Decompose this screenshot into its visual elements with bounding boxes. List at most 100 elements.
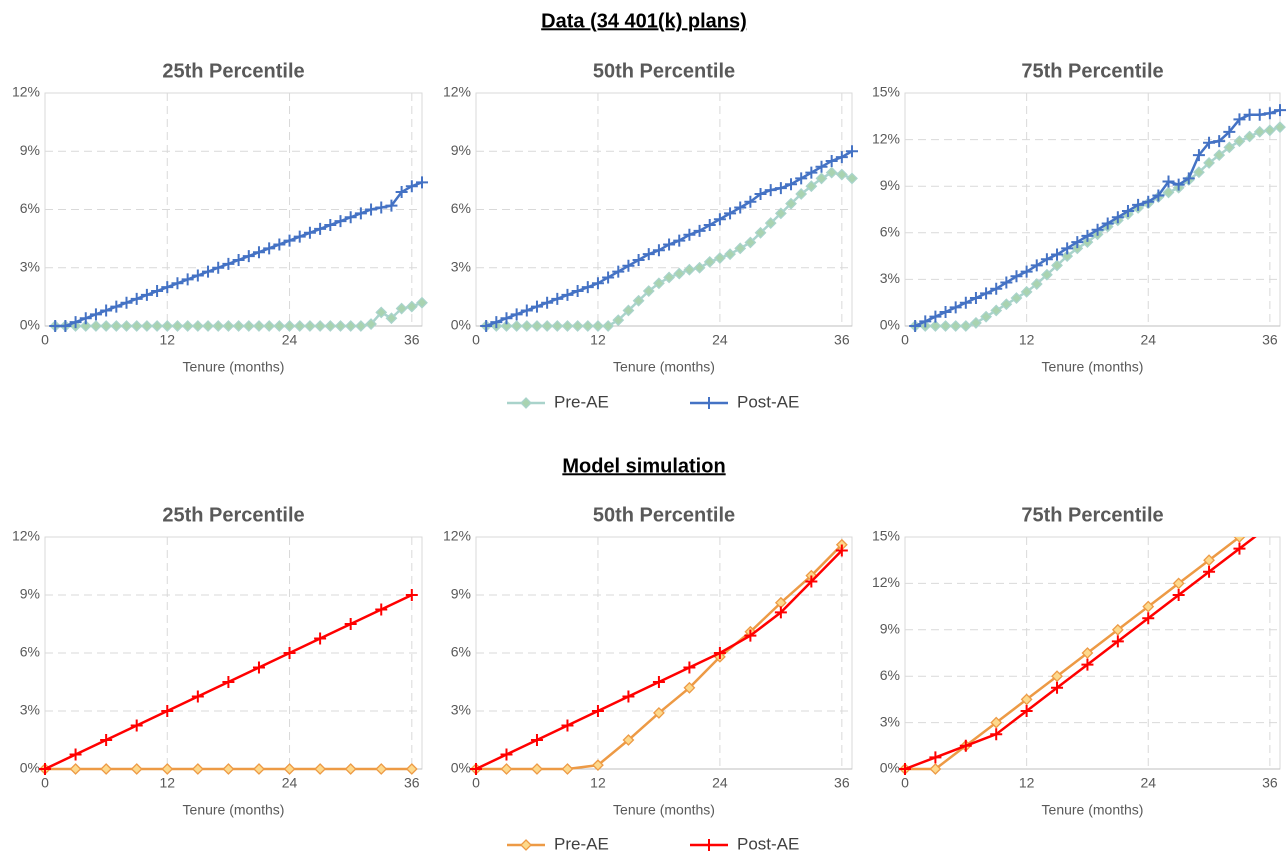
- marker: [744, 629, 757, 642]
- marker: [693, 261, 706, 274]
- marker: [1081, 658, 1094, 671]
- marker: [324, 320, 337, 332]
- y-tick-label: 3%: [451, 258, 471, 274]
- marker: [929, 751, 942, 764]
- y-tick-label: 12%: [443, 84, 471, 100]
- marker: [191, 320, 204, 332]
- x-tick-label: 0: [901, 775, 909, 791]
- marker: [365, 203, 378, 216]
- marker: [273, 320, 286, 332]
- marker: [395, 302, 408, 315]
- x-tick-label: 24: [282, 332, 298, 348]
- marker: [1203, 136, 1216, 149]
- marker: [591, 277, 604, 290]
- marker: [774, 207, 787, 220]
- marker: [283, 320, 296, 332]
- marker: [520, 304, 533, 317]
- marker: [1223, 141, 1236, 154]
- y-tick-label: 6%: [451, 644, 471, 660]
- y-tick-label: 9%: [880, 177, 900, 193]
- y-tick-label: 12%: [443, 528, 471, 544]
- marker: [1263, 107, 1276, 120]
- marker: [1203, 156, 1215, 169]
- marker: [734, 201, 747, 214]
- marker: [293, 320, 306, 332]
- marker: [1233, 542, 1246, 555]
- marker: [663, 271, 676, 284]
- marker: [59, 320, 72, 332]
- marker: [500, 763, 513, 775]
- marker: [939, 320, 952, 332]
- x-axis-label: Tenure (months): [1042, 802, 1144, 818]
- marker: [324, 219, 337, 232]
- marker: [161, 705, 174, 717]
- y-tick-label: 9%: [880, 621, 900, 637]
- marker: [622, 690, 635, 703]
- marker: [531, 320, 543, 332]
- y-tick-label: 15%: [872, 84, 900, 100]
- marker: [683, 681, 696, 694]
- marker: [530, 300, 543, 313]
- marker: [652, 707, 665, 719]
- marker: [703, 256, 716, 268]
- marker: [1051, 259, 1063, 272]
- plot-area: [470, 538, 848, 775]
- marker: [480, 320, 493, 332]
- marker: [202, 320, 214, 332]
- marker: [612, 314, 625, 327]
- marker: [622, 304, 635, 317]
- marker: [764, 184, 777, 197]
- marker: [344, 320, 357, 332]
- marker: [1223, 125, 1236, 138]
- marker: [795, 188, 808, 200]
- marker: [980, 310, 993, 323]
- marker: [500, 320, 513, 332]
- marker: [602, 320, 615, 332]
- marker: [49, 320, 62, 332]
- marker: [969, 292, 982, 305]
- marker: [263, 242, 276, 255]
- marker: [283, 763, 296, 775]
- y-tick-label: 3%: [451, 702, 471, 718]
- marker: [79, 312, 92, 325]
- marker: [1264, 519, 1276, 531]
- marker: [1243, 108, 1256, 121]
- marker: [273, 238, 286, 251]
- marker: [744, 195, 757, 208]
- marker: [1132, 198, 1145, 211]
- marker: [1253, 108, 1266, 121]
- marker: [69, 763, 82, 775]
- marker: [683, 228, 696, 241]
- marker: [959, 320, 972, 332]
- y-tick-label: 0%: [880, 317, 900, 333]
- marker: [1111, 635, 1124, 648]
- marker: [899, 763, 911, 775]
- marker: [673, 234, 686, 247]
- chart-title: 75th Percentile: [1021, 60, 1163, 82]
- marker: [846, 145, 858, 158]
- marker: [222, 257, 235, 270]
- marker: [642, 285, 655, 297]
- y-tick-label: 12%: [12, 84, 40, 100]
- marker: [693, 224, 706, 237]
- marker: [652, 676, 665, 688]
- y-tick-label: 3%: [20, 702, 40, 718]
- marker: [90, 320, 102, 332]
- marker: [314, 763, 327, 775]
- series-line: [476, 543, 843, 771]
- marker: [130, 763, 143, 775]
- y-tick-label: 0%: [451, 317, 471, 333]
- x-tick-label: 12: [590, 775, 606, 791]
- y-tick-label: 9%: [451, 142, 471, 158]
- marker: [334, 320, 347, 332]
- marker: [1274, 121, 1286, 134]
- marker: [100, 763, 113, 775]
- marker: [1162, 186, 1175, 199]
- series-line: [914, 108, 1281, 328]
- marker: [100, 734, 113, 746]
- marker: [541, 320, 554, 332]
- chart-title: 50th Percentile: [593, 60, 735, 82]
- marker: [581, 320, 594, 332]
- marker: [1192, 149, 1205, 162]
